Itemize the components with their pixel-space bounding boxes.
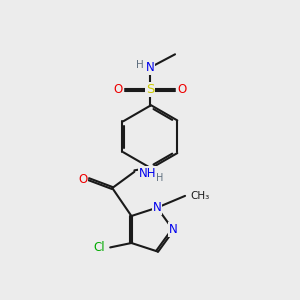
Text: H: H bbox=[156, 173, 163, 183]
Text: H: H bbox=[136, 60, 143, 70]
Text: N: N bbox=[153, 201, 161, 214]
Text: NH: NH bbox=[139, 167, 156, 180]
Text: O: O bbox=[177, 83, 187, 96]
Text: N: N bbox=[146, 61, 154, 74]
Text: Cl: Cl bbox=[93, 241, 105, 254]
Text: S: S bbox=[146, 83, 154, 96]
Text: N: N bbox=[169, 223, 177, 236]
Text: O: O bbox=[78, 173, 87, 186]
Text: CH₃: CH₃ bbox=[190, 191, 210, 201]
Text: O: O bbox=[113, 83, 123, 96]
